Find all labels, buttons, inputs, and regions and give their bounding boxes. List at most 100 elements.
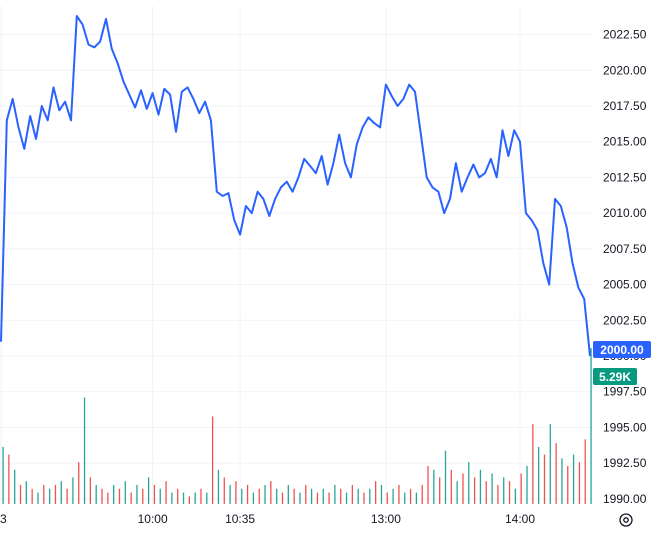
volume-bar bbox=[584, 439, 586, 504]
y-tick-label: 1992.50 bbox=[603, 456, 647, 470]
y-tick-label: 2010.00 bbox=[603, 206, 647, 220]
last-price-badge: 2000.00 bbox=[593, 341, 651, 358]
volume-bar bbox=[43, 484, 45, 504]
volume-bar bbox=[479, 469, 482, 504]
volume-bar bbox=[177, 488, 179, 504]
x-tick-label: 13:00 bbox=[371, 512, 401, 526]
price-line bbox=[0, 15, 591, 357]
volume-bar bbox=[182, 492, 185, 504]
y-tick-label: 2007.50 bbox=[603, 242, 647, 256]
volume-bar bbox=[101, 488, 103, 504]
volume-bar bbox=[229, 484, 231, 504]
volume-bar bbox=[37, 492, 39, 504]
x-axis: 3 10:00 10:35 13:00 14:00 bbox=[0, 512, 535, 526]
volume-bar bbox=[194, 492, 196, 504]
volume-bar bbox=[223, 477, 225, 504]
volume-bar bbox=[287, 484, 289, 504]
volume-bar bbox=[369, 488, 371, 504]
volume-bar bbox=[118, 488, 121, 504]
y-tick-label: 2020.00 bbox=[603, 63, 647, 77]
volume-bar bbox=[386, 492, 388, 504]
volume-bar bbox=[95, 484, 97, 504]
volume-bar bbox=[2, 446, 4, 504]
volume-bar bbox=[142, 488, 144, 504]
y-tick-label: 2022.50 bbox=[603, 28, 647, 42]
volume-bar bbox=[427, 465, 429, 504]
volume-bar bbox=[497, 484, 499, 504]
volume-bar bbox=[415, 492, 418, 504]
grid bbox=[0, 6, 592, 506]
volume-bar bbox=[206, 492, 208, 504]
volume-bar bbox=[514, 488, 517, 504]
volume-bar bbox=[14, 469, 16, 504]
volume-bar bbox=[561, 458, 563, 504]
volume-bar bbox=[89, 477, 92, 504]
volume-bar bbox=[433, 469, 435, 504]
volume-bar bbox=[508, 481, 511, 504]
volume-bar bbox=[468, 462, 470, 504]
volume-bar bbox=[72, 477, 74, 504]
volume-bar bbox=[456, 481, 458, 504]
y-tick-label: 1995.00 bbox=[603, 420, 647, 434]
volume-bar bbox=[66, 488, 68, 504]
volume-bar bbox=[526, 465, 528, 504]
volume-bar bbox=[211, 416, 214, 504]
volume-bar bbox=[491, 473, 493, 504]
volume-bar bbox=[398, 484, 400, 504]
volume-bar bbox=[264, 484, 266, 504]
volume-label: 5.29K bbox=[599, 370, 631, 384]
y-tick-label: 1990.00 bbox=[603, 492, 647, 506]
volume-bar bbox=[200, 488, 202, 504]
volume-bar bbox=[217, 469, 220, 504]
volume-bar bbox=[31, 488, 33, 504]
volume-bar bbox=[54, 484, 57, 504]
volume-bar bbox=[276, 488, 278, 504]
volume-bar bbox=[124, 481, 126, 504]
volume-bar bbox=[316, 492, 319, 504]
volume-bar bbox=[473, 477, 476, 504]
volume-badge: 5.29K bbox=[593, 368, 637, 385]
volume-bar bbox=[147, 477, 150, 504]
volume-bar bbox=[293, 488, 295, 504]
volume-bars bbox=[2, 348, 592, 504]
y-axis: 1990.00 1992.50 1995.00 1997.50 2000.00 2002.… bbox=[603, 28, 647, 506]
volume-bar bbox=[503, 477, 505, 504]
volume-bar bbox=[404, 492, 406, 504]
y-tick-label: 2005.00 bbox=[603, 278, 647, 292]
volume-bar bbox=[188, 496, 190, 504]
volume-bar bbox=[572, 454, 575, 504]
volume-bar bbox=[113, 484, 115, 504]
y-tick-label: 2012.50 bbox=[603, 170, 647, 184]
last-price-label: 2000.00 bbox=[600, 343, 644, 357]
volume-bar bbox=[543, 454, 546, 504]
volume-bar bbox=[159, 488, 161, 504]
volume-bar bbox=[567, 465, 569, 504]
volume-bar bbox=[555, 443, 557, 504]
volume-bar bbox=[153, 484, 156, 504]
volume-bar bbox=[549, 424, 551, 504]
volume-bar bbox=[310, 488, 313, 504]
volume-bar bbox=[136, 484, 138, 504]
y-tick-label: 2002.50 bbox=[603, 313, 647, 327]
volume-bar bbox=[48, 488, 51, 504]
volume-bar bbox=[235, 481, 237, 504]
volume-bar bbox=[590, 348, 592, 504]
volume-bar bbox=[392, 488, 394, 504]
volume-bar bbox=[421, 484, 423, 504]
volume-bar bbox=[357, 488, 359, 504]
volume-bar bbox=[25, 481, 27, 504]
volume-bar bbox=[538, 446, 540, 504]
volume-bar bbox=[322, 488, 324, 504]
volume-bar bbox=[19, 484, 22, 504]
volume-bar bbox=[444, 450, 447, 504]
x-tick-label: 3 bbox=[0, 512, 7, 526]
volume-bar bbox=[462, 473, 464, 504]
volume-bar bbox=[299, 492, 301, 504]
volume-bar bbox=[252, 492, 255, 504]
volume-bar bbox=[363, 492, 365, 504]
volume-bar bbox=[450, 469, 452, 504]
volume-bar bbox=[305, 484, 307, 504]
gear-icon bbox=[619, 513, 633, 527]
settings-icon[interactable] bbox=[616, 511, 636, 529]
volume-bar bbox=[380, 484, 383, 504]
